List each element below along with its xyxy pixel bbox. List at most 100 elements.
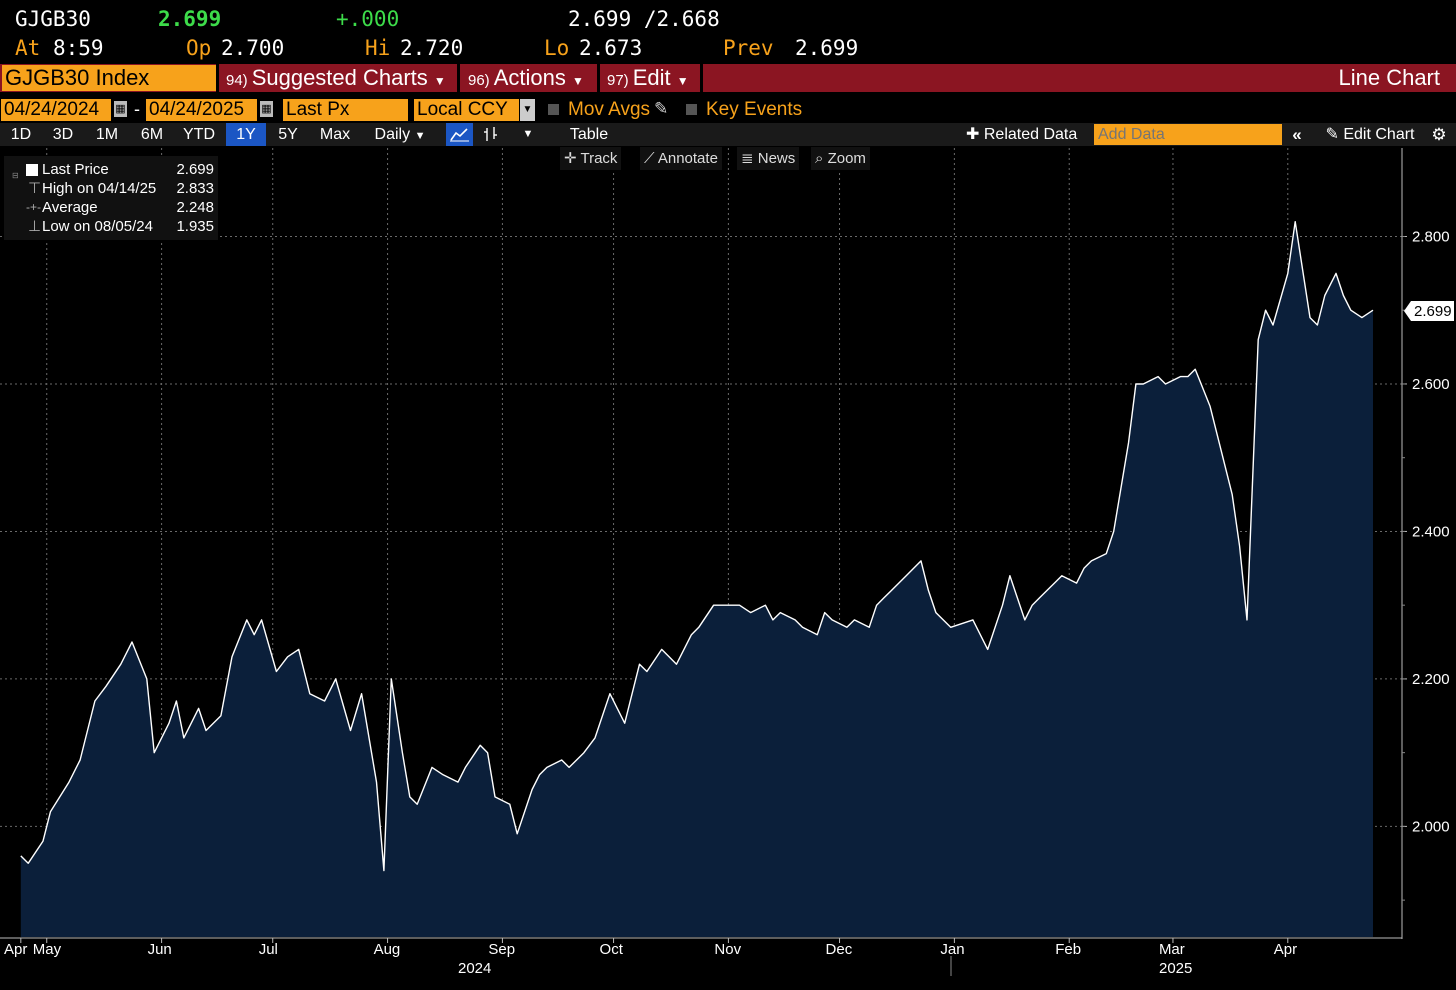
y-tick-label: 2.800 [1412, 228, 1450, 245]
suggested-num: 94) [226, 72, 248, 89]
pencil-icon[interactable]: ✎ [654, 99, 669, 118]
caret-down-icon: ▼ [414, 130, 426, 142]
at-time: 8:59 [53, 36, 104, 60]
menu-divider [597, 64, 600, 92]
crosshair-icon: ✛ [564, 150, 577, 167]
edit-num: 97) [607, 72, 629, 89]
price-area-fill [20, 221, 1373, 937]
caret-down-icon: ▼ [433, 74, 446, 88]
range-ytd[interactable]: YTD [183, 126, 215, 143]
edit-chart-button[interactable]: ✎ Edit Chart [1316, 123, 1424, 146]
range-1d[interactable]: 1D [10, 126, 32, 143]
bar-chart-icon[interactable] [478, 123, 505, 146]
annotate-tool[interactable]: ⟋ Annotate [640, 147, 722, 170]
calendar-icon[interactable]: ▦ [260, 101, 273, 117]
legend-low-value: 1.935 [176, 218, 214, 235]
x-tick-label: Nov [714, 941, 741, 958]
menu-bar [0, 64, 1456, 92]
table-button[interactable]: Table [569, 126, 609, 143]
at-label: At [15, 36, 41, 60]
x-tick-label: Feb [1055, 941, 1081, 958]
x-tick-label: Jan [940, 941, 964, 958]
range-1m[interactable]: 1M [95, 126, 119, 143]
range-3d[interactable]: 3D [52, 126, 74, 143]
edit-menu[interactable]: 97) Edit ▼ [607, 64, 689, 92]
x-tick-label: Sep [488, 941, 515, 958]
edit-label: Edit [632, 65, 671, 90]
range-max[interactable]: Max [319, 126, 351, 143]
annotate-label: Annotate [657, 150, 718, 167]
legend-last-row[interactable]: ⊟ Last Price 2.699 [4, 160, 218, 180]
period-label: Daily [374, 126, 411, 143]
legend-last-value: 2.699 [176, 161, 214, 178]
line-chart-icon[interactable] [446, 123, 473, 146]
high-value: 2.720 [400, 36, 464, 60]
caret-down-icon: ▼ [676, 74, 689, 88]
chart-type-label[interactable]: Line Chart [1338, 65, 1440, 90]
mov-avgs-label: Mov Avgs [568, 99, 651, 120]
end-date-field[interactable]: 04/24/2025 [146, 99, 257, 121]
track-tool[interactable]: ✛ Track [560, 147, 622, 170]
x-tick-label: Jul [259, 941, 278, 958]
open-value: 2.700 [221, 36, 285, 60]
x-tick-label: Aug [374, 941, 401, 958]
range-1y[interactable]: 1Y [226, 123, 266, 146]
actions-num: 96) [468, 72, 490, 89]
low-label: Lo [544, 36, 570, 60]
currency-select[interactable]: Local CCY [414, 99, 519, 121]
prev-value: 2.699 [795, 36, 859, 60]
chart-toolbar [0, 123, 1456, 146]
annotate-icon: ⟋ [644, 150, 655, 167]
zoom-tool[interactable]: ⌕ Zoom [811, 147, 870, 170]
legend-avg-row: -+- Average 2.248 [4, 198, 218, 217]
x-tick-label: Mar [1159, 941, 1185, 958]
range-6m[interactable]: 6M [140, 126, 164, 143]
collapse-icon[interactable]: « [1292, 125, 1302, 144]
legend-high-label: High on 04/14/25 [42, 180, 157, 197]
actions-menu[interactable]: 96) Actions ▼ [468, 64, 584, 92]
news-icon: ≣ [741, 150, 754, 167]
track-label: Track [580, 150, 618, 167]
suggested-charts-menu[interactable]: 94) Suggested Charts ▼ [226, 64, 446, 92]
mov-avgs-checkbox[interactable] [548, 104, 559, 115]
start-date-field[interactable]: 04/24/2024 [1, 99, 111, 121]
add-data-input[interactable] [1094, 124, 1282, 145]
x-tick-label: Jun [148, 941, 172, 958]
magnifier-icon: ⌕ [815, 150, 824, 167]
prev-label: Prev [723, 36, 774, 60]
dropdown-arrow-icon[interactable]: ▼ [520, 99, 535, 121]
chart-type-dropdown-icon[interactable]: ▼ [522, 128, 534, 140]
news-tool[interactable]: ≣ News [737, 147, 800, 170]
edit-chart-label: Edit Chart [1343, 126, 1415, 143]
range-5y[interactable]: 5Y [278, 126, 298, 143]
ticker: GJGB30 [15, 7, 91, 31]
high-marker-icon: ⊤ [28, 180, 42, 197]
calendar-icon[interactable]: ▦ [114, 101, 127, 117]
net-change: +.000 [336, 7, 400, 31]
y-tick-label: 2.200 [1412, 671, 1450, 688]
chart-legend: ⊟ Last Price 2.699 ⊤ High on 04/14/25 2.… [4, 156, 218, 240]
x-tick-label: Oct [600, 941, 624, 958]
open-label: Op [186, 36, 212, 60]
last-price-tag [1404, 300, 1454, 321]
x-tick-label: Apr [4, 941, 27, 958]
field-select[interactable]: Last Px [283, 99, 408, 121]
y-tick-label: 2.000 [1412, 818, 1450, 835]
plus-icon: ✚ [966, 126, 980, 143]
legend-avg-label: Average [42, 199, 98, 216]
bid-ask: 2.699 /2.668 [568, 7, 720, 31]
collapse-box-icon[interactable]: ⊟ [12, 171, 19, 180]
gear-icon[interactable]: ⚙ [1431, 125, 1447, 144]
actions-label: Actions [493, 65, 566, 90]
security-field[interactable]: GJGB30 Index [2, 65, 216, 91]
related-data-button[interactable]: ✚ Related Data [966, 123, 1084, 146]
period-select[interactable]: Daily ▼ [364, 123, 436, 146]
legend-high-value: 2.833 [176, 180, 214, 197]
key-events-checkbox[interactable] [686, 104, 697, 115]
last-price-tag-label: 2.699 [1414, 303, 1452, 320]
high-label: Hi [365, 36, 391, 60]
x-tick-label: Dec [826, 941, 853, 958]
x-tick-label: Apr [1274, 941, 1297, 958]
key-events-label: Key Events [706, 99, 803, 120]
